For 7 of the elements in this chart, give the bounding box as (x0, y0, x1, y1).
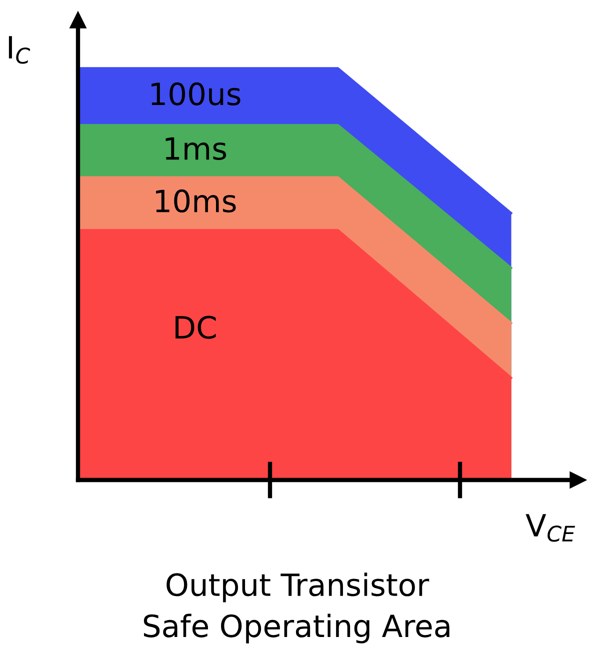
series-label: 100us (152, 82, 240, 106)
text: Output Transistor Safe Operating Area (144, 572, 450, 644)
x-axis-title: V$_{CE}$ (526, 514, 576, 542)
series-label: DC (176, 316, 216, 339)
series-label: 10ms (156, 189, 236, 213)
y-axis-title: I$_{C}$ (8, 36, 30, 64)
series-label: 1ms (166, 137, 226, 160)
